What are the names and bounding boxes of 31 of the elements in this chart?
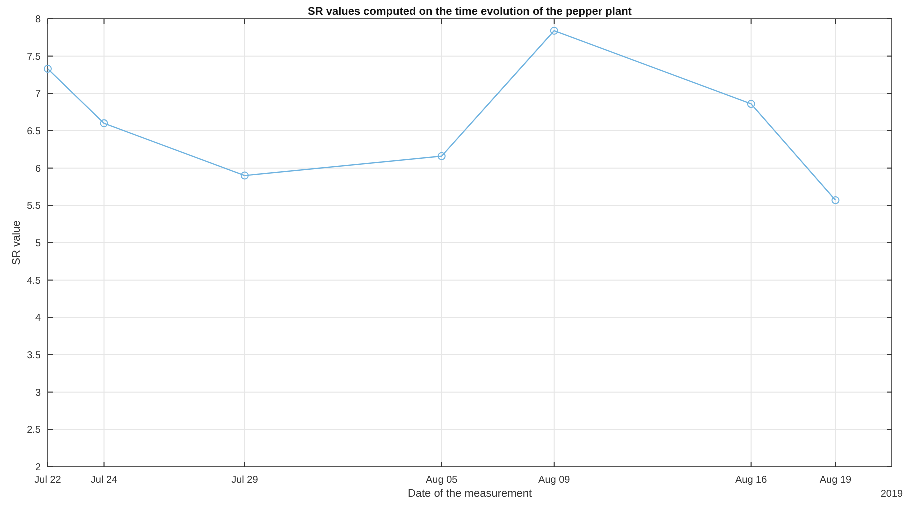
y-tick-label: 3.5 xyxy=(27,350,42,362)
x-tick-label: Aug 16 xyxy=(735,475,768,486)
text: 2019 xyxy=(880,489,904,500)
y-tick-label: 2 xyxy=(35,462,42,474)
x-tick-label: Jul 22 xyxy=(34,475,62,486)
y-tick-label: 6.5 xyxy=(27,126,42,138)
point xyxy=(747,100,756,108)
y-tick-label: 6 xyxy=(35,164,42,175)
point xyxy=(100,120,108,128)
y-tick-label: 8 xyxy=(35,14,42,26)
y-tick-label: 7.5 xyxy=(27,52,42,63)
y-tick-label: 5.5 xyxy=(27,201,42,212)
x-tick-label: Jul 24 xyxy=(90,475,118,486)
point xyxy=(44,65,52,74)
y-tick-label: 5 xyxy=(35,238,42,250)
point xyxy=(240,172,249,180)
y-tick-label: 3 xyxy=(35,388,42,399)
point xyxy=(438,152,446,160)
y-tick-label: 7 xyxy=(35,89,42,100)
y-tick-label: 2.5 xyxy=(27,425,42,436)
point xyxy=(550,26,558,35)
x-axis-title: Date of the measurement xyxy=(408,488,532,500)
x-tick-label: Aug 05 xyxy=(426,475,458,486)
x-tick-label: Aug 09 xyxy=(538,475,571,486)
y-axis-title: SR value xyxy=(11,220,23,266)
y-tick-label: 4.5 xyxy=(27,276,42,287)
x-tick-label: Jul 29 xyxy=(232,475,259,486)
y-tick-label: 4 xyxy=(35,313,42,324)
chart-title: SR values computed on the time evolution of the pepper plant xyxy=(308,6,632,18)
point xyxy=(832,196,840,204)
x-tick-label: Aug 19 xyxy=(820,475,852,486)
